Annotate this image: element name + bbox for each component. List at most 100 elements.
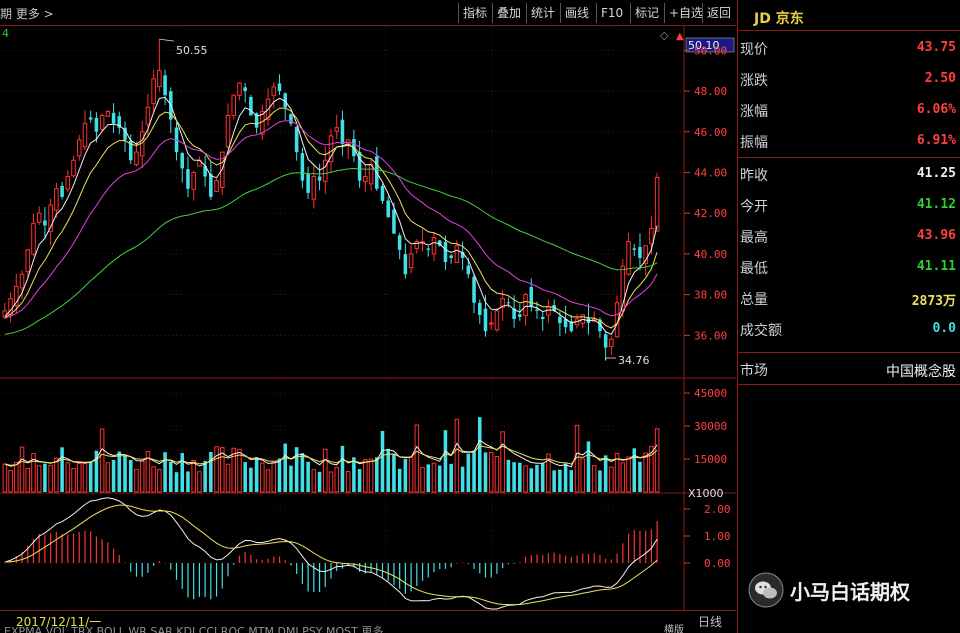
volume-bar	[546, 453, 551, 493]
volume-bar	[334, 466, 339, 493]
volume-ma10-line	[4, 445, 658, 466]
add-favorite-button[interactable]: +自选	[664, 3, 707, 23]
volume-bar	[186, 471, 190, 492]
high-marker-line	[159, 38, 175, 42]
low-price-label: 34.76	[618, 354, 650, 367]
mark-button[interactable]: 标记	[630, 3, 663, 23]
volume-bar	[19, 446, 25, 493]
moving-average-lines	[4, 96, 658, 335]
volume-bar	[105, 462, 111, 493]
candle-body	[569, 321, 574, 332]
overlay-button[interactable]: 叠加	[492, 3, 525, 23]
diamond-icon[interactable]: ◇	[660, 29, 669, 42]
candle-body	[403, 254, 408, 275]
candle-body	[363, 176, 368, 183]
candle-body	[563, 318, 568, 328]
volume-bar	[225, 463, 231, 493]
candle-body	[300, 153, 305, 181]
candle-body	[43, 220, 47, 226]
volume-bar	[426, 464, 431, 492]
candle-body	[523, 294, 528, 317]
quote-row: 振幅 6.91%	[738, 126, 960, 157]
volume-bar	[569, 470, 574, 492]
candle-body	[626, 241, 631, 275]
triangle-up-icon[interactable]: ▲	[676, 31, 684, 42]
current-price-box-label: 50.10	[688, 39, 720, 52]
indicator-button[interactable]: 指标	[458, 3, 491, 23]
candle-body	[105, 110, 111, 117]
volume-tick-label: 45000	[694, 387, 727, 400]
volume-bar	[54, 457, 59, 493]
volume-ma-lines	[4, 439, 658, 468]
candle-body	[311, 176, 317, 200]
volume-bar	[431, 462, 437, 493]
volume-bar	[71, 467, 76, 493]
candle-body	[357, 152, 362, 181]
volume-bar	[488, 451, 494, 493]
volume-bar	[60, 447, 64, 492]
ma10-line	[4, 107, 658, 329]
candle-body	[632, 248, 637, 250]
volume-bar	[289, 465, 293, 492]
candle-body	[449, 255, 453, 258]
candle-body	[134, 151, 139, 166]
candle-body	[294, 126, 299, 153]
candle-body	[254, 113, 259, 128]
indicator-tabs[interactable]: EXPMA VOL TRX BOLL WR SAR KDJ CCI ROC MT…	[4, 625, 384, 633]
quote-panel: JD 京东 现价 43.75 涨跌 2.50 涨幅 6.06% 振幅 6.91% 昨收 41.25…	[737, 0, 960, 633]
volume-bar	[123, 455, 127, 492]
quote-row: 最高 43.96	[738, 221, 960, 252]
volume-bar	[437, 465, 442, 492]
candle-body	[494, 310, 500, 331]
volume-bar	[609, 466, 614, 493]
volume-bar	[638, 461, 642, 492]
volume-bar	[352, 457, 356, 492]
draw-line-button[interactable]: 画线	[560, 3, 593, 23]
statistics-button[interactable]: 统计	[526, 3, 559, 23]
period-selector[interactable]: 日线	[698, 615, 723, 629]
candlesticks	[2, 39, 660, 361]
stock-chart[interactable]: 4 50.10 ◇ ▲ 50.55 34.76 X1000 50.00 48.00…	[0, 26, 736, 610]
volume-bar	[277, 458, 282, 492]
quote-value: 6.91%	[916, 133, 956, 148]
volume-bar	[535, 464, 539, 492]
candle-body	[71, 159, 76, 177]
volume-bar	[306, 461, 310, 492]
volume-bar	[345, 471, 351, 493]
volume-bar	[518, 462, 522, 492]
volume-bar	[88, 461, 93, 492]
f10-button[interactable]: F10	[596, 3, 627, 23]
candle-body	[328, 135, 334, 163]
volume-tick-label: 30000	[694, 420, 727, 433]
price-tick-label: 46.00	[694, 126, 727, 139]
volume-bar	[117, 451, 122, 492]
candle-body	[8, 298, 13, 316]
more-menu[interactable]: 期 更多 >	[0, 5, 54, 22]
volume-bar	[14, 461, 19, 493]
candle-body	[512, 308, 516, 320]
candle-body	[94, 117, 99, 132]
candle-body	[334, 127, 339, 132]
volume-bar	[300, 453, 305, 492]
volume-bar	[392, 453, 396, 492]
volume-bar	[243, 462, 247, 492]
ma5-line	[4, 96, 658, 335]
volume-bar	[82, 463, 88, 493]
quote-label: 最低	[740, 261, 768, 277]
volume-bar	[558, 469, 562, 492]
quote-value: 2.50	[924, 71, 956, 86]
price-tick-label: 40.00	[694, 248, 727, 261]
candle-body	[180, 153, 185, 169]
macd-tick-label: 0.00	[704, 557, 731, 570]
layout-toggle[interactable]: 横版	[664, 625, 684, 633]
volume-bar	[139, 460, 145, 493]
price-tick-label: 38.00	[694, 289, 727, 302]
back-button[interactable]: 返回	[702, 3, 735, 23]
macd-tick-label: 1.00	[704, 530, 731, 543]
volume-bar	[591, 465, 597, 493]
volume-bar	[317, 471, 322, 492]
market-label: 市场	[740, 363, 768, 379]
quote-row: 涨幅 6.06%	[738, 95, 960, 126]
volume-bar	[265, 469, 271, 493]
candle-body	[609, 338, 614, 347]
